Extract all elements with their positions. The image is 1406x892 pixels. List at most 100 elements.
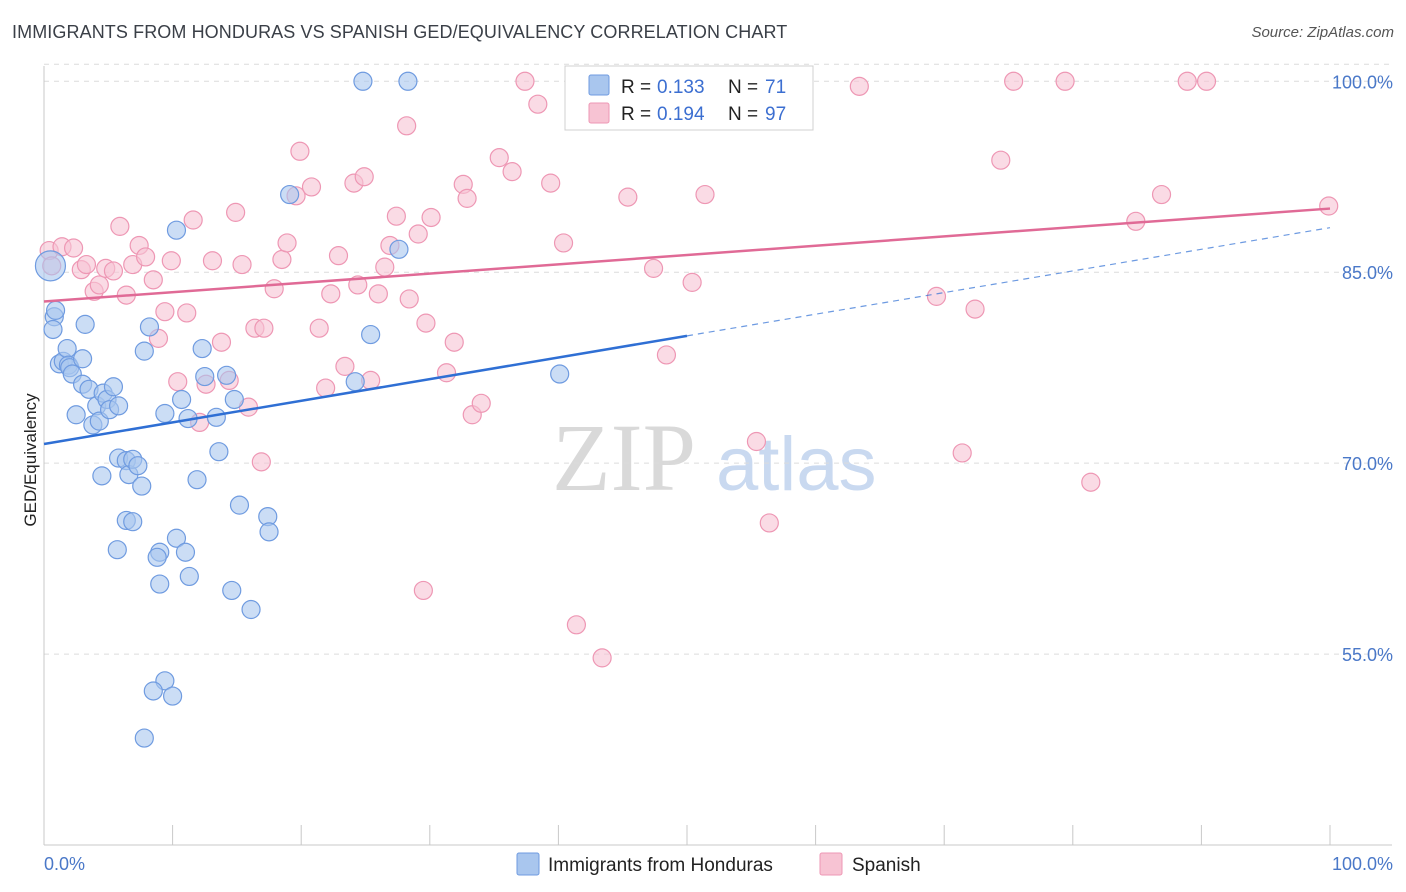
honduras-point-55 <box>224 389 244 410</box>
spanish-point-52 <box>397 116 417 136</box>
honduras-point-32 <box>107 540 127 560</box>
stats-legend-r-label-2: R = <box>621 104 651 125</box>
honduras-point-42 <box>134 728 154 748</box>
spanish-trend-line <box>43 207 1331 303</box>
legend-swatch-spanish <box>819 852 843 876</box>
honduras-point-11 <box>72 349 93 369</box>
spanish-point-21 <box>183 210 203 230</box>
honduras-point-0 <box>34 250 67 282</box>
spanish-point-73 <box>618 187 638 207</box>
honduras-point-33 <box>134 341 154 361</box>
stats-legend-r-value-2: 0.194 <box>657 104 705 125</box>
spanish-point-58 <box>444 332 464 352</box>
spanish-point-46 <box>354 167 374 187</box>
y-axis-label: GED/Equivalency <box>21 393 40 527</box>
spanish-point-63 <box>489 148 509 168</box>
honduras-point-29 <box>132 476 152 496</box>
stats-legend-n-value-1: 71 <box>765 77 786 98</box>
honduras-point-34 <box>139 317 160 337</box>
series-legend: Immigrants from Honduras Spanish <box>516 852 921 876</box>
tick-labels: 55.0% 70.0% 85.0% 100.0% 0.0% 100.0% <box>44 72 1393 874</box>
honduras-point-2 <box>45 300 66 320</box>
spanish-point-60 <box>457 188 477 208</box>
spanish-point-68 <box>553 233 574 253</box>
spanish-point-79 <box>746 431 767 452</box>
spanish-point-9 <box>103 261 124 281</box>
honduras-point-64 <box>345 372 365 392</box>
honduras-point-31 <box>123 512 143 532</box>
honduras-point-43 <box>166 528 187 548</box>
spanish-point-53 <box>399 289 419 309</box>
spanish-point-33 <box>264 279 284 299</box>
honduras-point-3 <box>43 319 63 340</box>
spanish-point-75 <box>656 345 677 365</box>
honduras-point-45 <box>179 566 199 587</box>
y-tick-label-3: 100.0% <box>1332 72 1393 92</box>
honduras-point-6 <box>57 338 77 359</box>
stats-legend-swatch-blue <box>588 74 610 96</box>
spanish-point-14 <box>135 247 156 267</box>
honduras-point-41 <box>163 686 183 706</box>
y-tick-label-2: 85.0% <box>1342 263 1393 283</box>
honduras-point-58 <box>241 599 261 620</box>
honduras-point-57 <box>229 495 250 515</box>
x-tick-label-0: 0.0% <box>44 854 85 874</box>
spanish-point-80 <box>759 513 779 533</box>
spanish-point-54 <box>408 224 428 244</box>
spanish-point-91 <box>1151 184 1172 205</box>
honduras-point-35 <box>155 403 175 424</box>
honduras-point-54 <box>217 365 237 385</box>
y-tick-label-0: 55.0% <box>1342 645 1393 665</box>
stats-legend-r-value-1: 0.133 <box>657 77 705 98</box>
spanish-point-69 <box>566 615 587 635</box>
spanish-point-20 <box>177 303 197 323</box>
spanish-point-74 <box>643 258 664 278</box>
spanish-point-17 <box>155 302 175 322</box>
honduras-point-28 <box>128 456 148 476</box>
honduras-trend-extension <box>686 227 1331 337</box>
honduras-point-51 <box>195 366 215 387</box>
honduras-point-62 <box>353 71 373 91</box>
spanish-point-65 <box>515 71 535 91</box>
spanish-point-27 <box>226 202 246 222</box>
honduras-point-12 <box>75 314 95 334</box>
spanish-point-87 <box>1004 71 1024 91</box>
honduras-point-56 <box>222 580 242 601</box>
spanish-point-88 <box>1055 71 1075 91</box>
honduras-point-60 <box>259 522 279 542</box>
spanish-point-92 <box>1177 71 1197 91</box>
honduras-point-49 <box>187 470 207 490</box>
spanish-point-93 <box>1196 71 1217 91</box>
stats-legend: R = 0.133 N = 71 R = 0.194 N = 97 <box>564 65 814 131</box>
trend-lines <box>43 207 1331 446</box>
stats-legend-r-label-1: R = <box>621 77 651 98</box>
spanish-point-84 <box>952 443 972 463</box>
stats-legend-swatch-pink <box>588 102 610 124</box>
legend-label-honduras: Immigrants from Honduras <box>548 855 773 876</box>
honduras-point-46 <box>166 220 187 240</box>
spanish-point-76 <box>682 272 702 292</box>
spanish-point-85 <box>965 299 985 319</box>
stats-legend-n-value-2: 97 <box>765 104 786 125</box>
honduras-point-37 <box>147 547 167 567</box>
spanish-point-94 <box>1319 196 1339 216</box>
honduras-point-63 <box>361 324 381 345</box>
spanish-point-86 <box>991 150 1011 170</box>
spanish-point-45 <box>348 275 368 295</box>
legend-label-spanish: Spanish <box>852 855 921 876</box>
grid <box>44 63 1392 655</box>
spanish-point-38 <box>301 177 322 197</box>
spanish-point-42 <box>328 246 349 266</box>
spanish-point-35 <box>277 233 297 253</box>
stats-legend-n-label-2: N = <box>728 104 758 125</box>
spanish-point-28 <box>232 254 252 275</box>
honduras-point-53 <box>209 442 229 462</box>
spanish-point-34 <box>272 249 292 270</box>
legend-swatch-honduras <box>516 852 540 876</box>
spanish-point-49 <box>375 257 395 277</box>
honduras-point-44 <box>175 542 196 562</box>
chart-source: Source: ZipAtlas.com <box>1251 24 1394 41</box>
spanish-point-7 <box>89 275 109 295</box>
x-tick-label-1: 100.0% <box>1332 854 1393 874</box>
